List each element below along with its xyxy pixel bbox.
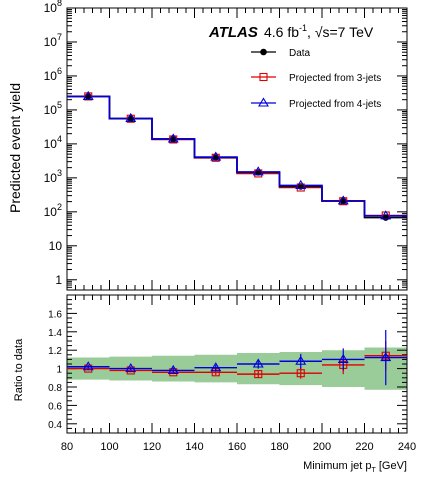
- legend: Data Projected from 3-jets Projected from …: [251, 48, 381, 110]
- main-y-tick-label: 106: [44, 66, 62, 83]
- ratio-x-tick-label: 200: [313, 441, 331, 453]
- ratio-y-tick-label: 0.6: [48, 401, 62, 412]
- ratio-y-tick-label: 1.4: [48, 328, 62, 339]
- ratio-y-axis-title: Ratio to data: [13, 338, 25, 401]
- ratio-y-tick-label: 1.2: [48, 346, 62, 357]
- ratio-data-point: [252, 358, 264, 368]
- ratio-x-tick-label: 80: [61, 441, 73, 453]
- ratio-y-tick-label: 0.8: [48, 383, 62, 394]
- x-axis-title-unit: [GeV]: [376, 460, 407, 472]
- main-y-tick-label: 103: [44, 168, 62, 185]
- ratio-x-tick-label: 140: [185, 441, 203, 453]
- main-y-tick-base: 10: [44, 171, 58, 185]
- main-y-tick-label: 102: [44, 202, 62, 219]
- main-y-tick-exponent: 4: [57, 134, 62, 144]
- ratio-data-point: [254, 370, 263, 379]
- main-y-tick-base: 10: [44, 69, 58, 83]
- main-y-tick-label: 105: [44, 100, 62, 117]
- main-y-tick-base: 10: [44, 35, 58, 49]
- main-y-tick-base: 10: [44, 137, 58, 151]
- luminosity-label: 4.6 fb-1, √s=7 TeV: [264, 23, 374, 40]
- energy-label: , √s=7 TeV: [307, 24, 374, 40]
- main-series-line: [67, 95, 407, 217]
- legend-label: Projected from 3-jets: [289, 73, 381, 84]
- ratio-x-tick-label: 100: [100, 441, 118, 453]
- main-y-tick-label: 10: [49, 239, 63, 253]
- main-data-point: [252, 166, 264, 176]
- main-y-tick-exponent: 5: [57, 100, 62, 110]
- x-axis-title: Minimum jet pT [GeV]: [303, 460, 407, 474]
- systematic-band: [67, 347, 407, 390]
- ratio-y-tick-label: 1.6: [48, 309, 62, 320]
- main-y-tick-label: 104: [44, 134, 62, 151]
- ratio-y-tick-label: 1: [56, 365, 62, 376]
- ratio-x-tick-label: 220: [355, 441, 373, 453]
- main-data-point: [337, 195, 349, 205]
- main-data-point: [210, 151, 222, 161]
- main-data-point: [167, 133, 179, 143]
- main-plot-frame: [66, 7, 408, 291]
- ratio-data-point: [210, 362, 222, 372]
- atlas-label: ATLAS: [208, 24, 258, 41]
- main-y-tick-exponent: 7: [57, 32, 62, 42]
- ratio-data-point: [296, 369, 305, 378]
- luminosity-exponent: -1: [299, 23, 307, 33]
- main-y-tick-base: 10: [44, 1, 58, 15]
- main-y-tick-base: 10: [44, 103, 58, 117]
- ratio-x-tick-label: 180: [270, 441, 288, 453]
- main-data-point: [295, 179, 307, 189]
- main-y-tick-base: 10: [49, 239, 63, 253]
- main-data-point: [380, 210, 392, 220]
- main-y-tick-label: 1: [55, 273, 62, 287]
- ratio-data-point: [295, 355, 307, 365]
- legend-marker: [260, 48, 267, 56]
- ratio-data-point: [380, 351, 392, 362]
- luminosity-value: 4.6 fb: [264, 24, 299, 40]
- main-y-tick-label: 108: [44, 0, 62, 15]
- main-y-tick-exponent: 8: [57, 0, 62, 8]
- main-data-point: [125, 112, 137, 123]
- main-y-tick-label: 107: [44, 32, 62, 49]
- ratio-data-point: [337, 353, 349, 363]
- main-y-tick-base: 10: [44, 205, 58, 219]
- legend-marker: [258, 97, 269, 107]
- ratio-data-point: [82, 361, 94, 371]
- ratio-data-point: [167, 364, 179, 374]
- ratio-x-tick-label: 240: [398, 441, 416, 453]
- ratio-y-tick-label: 0.4: [48, 420, 62, 431]
- ratio-panel: 0.4 0.6 0.8 1 1.2 1.4 1.6 80 100 120 140 160 180 200 2…: [48, 294, 416, 453]
- main-y-axis-title: Predicted event yield: [7, 83, 23, 213]
- main-y-tick-exponent: 2: [57, 202, 62, 212]
- x-axis-title-main: Minimum jet p: [303, 460, 371, 472]
- ratio-data-point: [125, 363, 137, 373]
- x-axis-title-sub: T: [372, 467, 377, 474]
- main-y-tick-exponent: 3: [57, 168, 62, 178]
- legend-marker: [259, 72, 268, 82]
- main-y-tick-exponent: 6: [57, 66, 62, 76]
- ratio-x-tick-label: 160: [228, 441, 246, 453]
- main-y-tick-base: 1: [55, 273, 62, 287]
- ratio-x-tick-label: 120: [143, 441, 161, 453]
- main-data-point: [82, 90, 94, 100]
- legend-label: Data: [289, 48, 311, 59]
- main-series-line: [67, 95, 407, 217]
- legend-label: Projected from 4-jets: [289, 99, 381, 110]
